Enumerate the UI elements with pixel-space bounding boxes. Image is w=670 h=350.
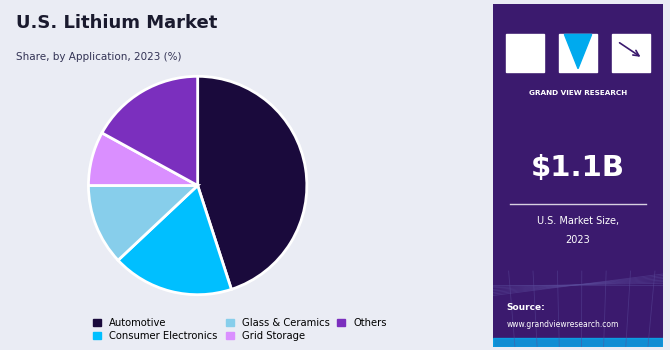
Point <box>506 202 514 206</box>
Text: Source:: Source: <box>507 302 545 312</box>
FancyBboxPatch shape <box>612 34 650 72</box>
FancyBboxPatch shape <box>507 34 544 72</box>
Wedge shape <box>88 186 198 260</box>
Text: $1.1B: $1.1B <box>531 154 625 182</box>
Text: U.S. Market Size,: U.S. Market Size, <box>537 216 619 226</box>
Text: 2023: 2023 <box>565 235 590 245</box>
Wedge shape <box>102 76 198 186</box>
Text: U.S. Lithium Market: U.S. Lithium Market <box>17 14 218 32</box>
Point <box>643 202 651 206</box>
Polygon shape <box>564 34 592 69</box>
FancyBboxPatch shape <box>559 34 597 72</box>
Text: Share, by Application, 2023 (%): Share, by Application, 2023 (%) <box>17 51 182 62</box>
Bar <box>492 338 663 346</box>
Legend: Automotive, Consumer Electronics, Glass & Ceramics, Grid Storage, Others: Automotive, Consumer Electronics, Glass … <box>89 314 391 345</box>
Wedge shape <box>198 76 307 289</box>
Text: GRAND VIEW RESEARCH: GRAND VIEW RESEARCH <box>529 90 627 96</box>
Wedge shape <box>88 133 198 186</box>
Wedge shape <box>118 186 231 295</box>
Text: www.grandviewresearch.com: www.grandviewresearch.com <box>507 320 619 329</box>
